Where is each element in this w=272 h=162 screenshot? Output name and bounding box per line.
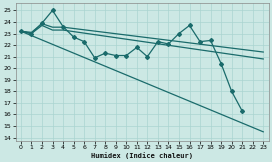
- X-axis label: Humidex (Indice chaleur): Humidex (Indice chaleur): [91, 152, 193, 159]
